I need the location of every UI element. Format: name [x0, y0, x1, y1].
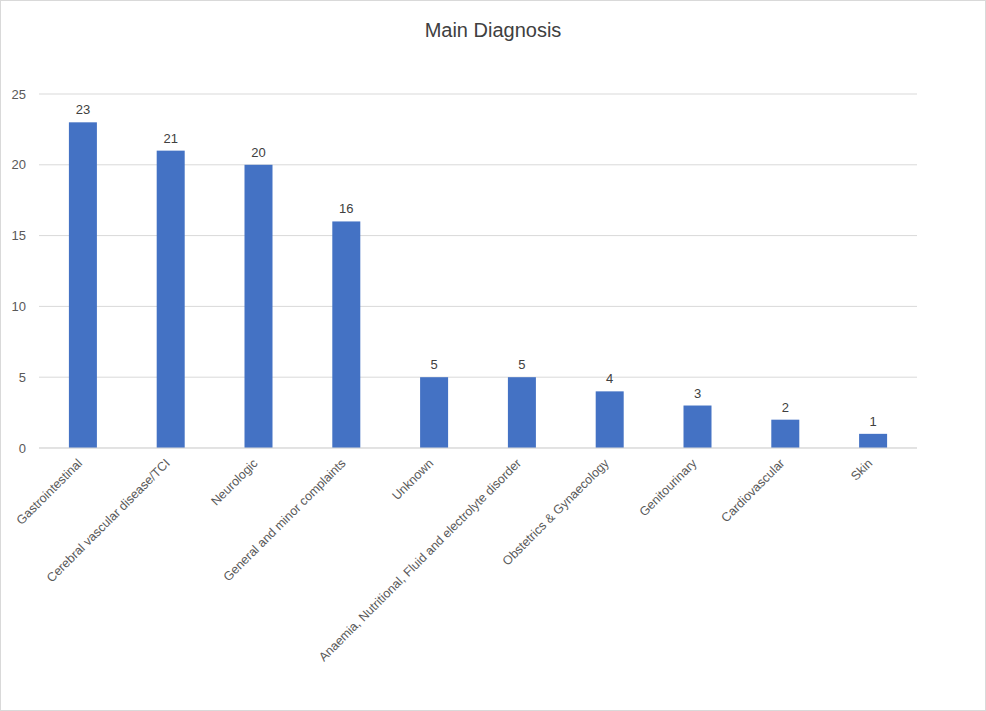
x-tick-label: General and minor complaints	[221, 456, 349, 584]
x-tick-label: Skin	[848, 456, 875, 483]
bar	[245, 165, 273, 448]
x-axis-line	[39, 448, 917, 449]
grid	[39, 94, 917, 448]
x-tick-label: Unknown	[389, 456, 436, 503]
grid-line	[39, 448, 917, 449]
x-tick-label: Cardiovascular	[719, 456, 788, 525]
bar	[157, 151, 185, 448]
chart-title: Main Diagnosis	[425, 19, 562, 41]
y-tick-label: 15	[12, 228, 26, 243]
data-label: 1	[869, 414, 876, 429]
x-tick-label: Neurologic	[208, 456, 260, 508]
bar	[420, 377, 448, 448]
x-tick-label: Obstetrics & Gynaecology	[500, 456, 613, 569]
grid-line	[39, 94, 917, 95]
y-tick-label: 0	[19, 441, 26, 456]
x-tick-label: Anaemia, Nutritional, Fluid and electrol…	[316, 456, 524, 664]
data-label: 20	[251, 145, 265, 160]
data-label: 23	[76, 102, 90, 117]
data-label: 2	[782, 400, 789, 415]
bar	[69, 122, 97, 448]
data-label: 16	[339, 201, 353, 216]
chart-container: Main Diagnosis051015202523212016554321Ga…	[0, 0, 986, 711]
bar	[596, 391, 624, 448]
x-tick-label: Cerebral vascular disease/TCI	[44, 456, 173, 585]
y-tick-label: 20	[12, 157, 26, 172]
bars	[69, 122, 887, 448]
bar	[508, 377, 536, 448]
data-label: 4	[606, 371, 613, 386]
bar	[332, 221, 360, 448]
bar	[684, 406, 712, 448]
bar	[771, 420, 799, 448]
chart-border	[1, 1, 986, 711]
bar	[859, 434, 887, 448]
y-tick-label: 25	[12, 87, 26, 102]
y-tick-label: 5	[19, 370, 26, 385]
x-tick-label: Gastrointestinal	[14, 456, 85, 527]
data-label: 5	[518, 357, 525, 372]
y-tick-label: 10	[12, 299, 26, 314]
x-tick-label: Genitourinary	[637, 456, 700, 519]
data-label: 3	[694, 386, 701, 401]
data-label: 21	[163, 131, 177, 146]
data-label: 5	[430, 357, 437, 372]
chart: Main Diagnosis051015202523212016554321Ga…	[0, 0, 986, 711]
